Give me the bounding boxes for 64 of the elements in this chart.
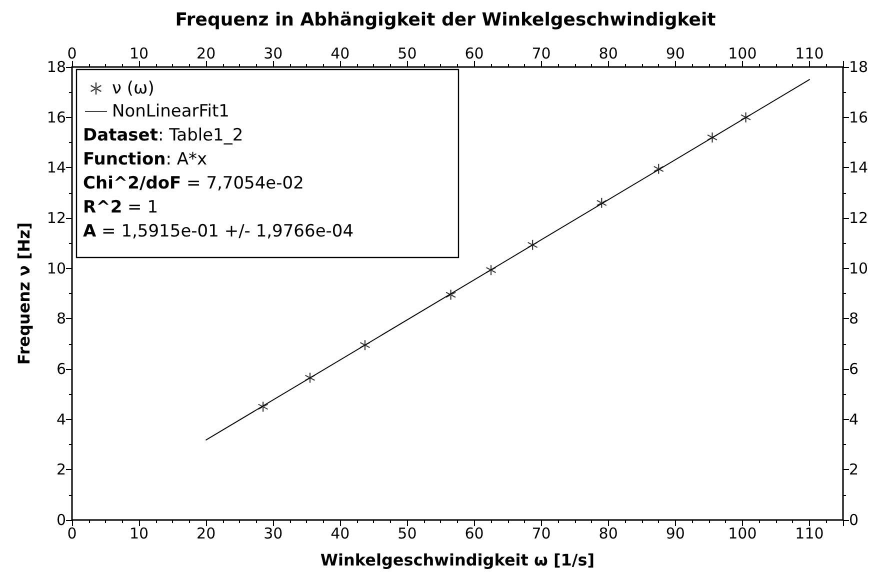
annotation: Chi^2/doF = 7,7054e-02 xyxy=(83,174,304,194)
x2-tick-label: 60 xyxy=(464,44,484,62)
x-tick-label: 0 xyxy=(67,524,77,542)
y-tick-label: 16 xyxy=(46,108,66,126)
x2-tick-label: 110 xyxy=(795,44,824,62)
y2-tick-label: 4 xyxy=(849,410,859,428)
point xyxy=(258,402,268,412)
y-tick-label: 12 xyxy=(46,209,66,227)
y2-tick-label: 0 xyxy=(849,511,859,529)
x-tick-label: 50 xyxy=(398,524,417,542)
y2-tick-label: 10 xyxy=(849,259,868,278)
x2-tick-label: 90 xyxy=(666,44,685,62)
x-tick-label: 10 xyxy=(129,524,149,542)
x-tick-label: 100 xyxy=(728,524,757,542)
annotation: R^2 = 1 xyxy=(83,198,158,218)
annotation: Dataset: Table1_2 xyxy=(83,126,244,146)
y-tick-label: 0 xyxy=(56,511,66,529)
y-axis-title: Frequenz ν [Hz] xyxy=(14,222,34,365)
x2-tick-label: 50 xyxy=(398,44,417,62)
y-tick-label: 14 xyxy=(46,158,66,177)
x2-tick-label: 100 xyxy=(728,44,757,62)
x-axis-title: Winkelgeschwindigkeit ω [1/s] xyxy=(320,550,595,570)
y-tick-label: 6 xyxy=(56,360,66,378)
x-tick-label: 80 xyxy=(598,524,618,542)
point xyxy=(360,340,370,350)
y-tick-label: 4 xyxy=(56,410,66,428)
legend-label: ν (ω) xyxy=(112,78,154,98)
x2-tick-label: 0 xyxy=(67,44,77,62)
point xyxy=(446,290,456,300)
y-tick-label: 18 xyxy=(46,58,66,76)
chart-title: Frequenz in Abhängigkeit der Winkelgeschwindigkeit xyxy=(175,10,716,30)
annotation: A = 1,5915e-01 +/- 1,9766e-04 xyxy=(83,222,354,242)
point xyxy=(596,198,607,208)
y2-tick-label: 2 xyxy=(849,460,859,479)
y2-tick-label: 14 xyxy=(849,158,868,177)
point xyxy=(305,372,316,383)
x-tick-label: 30 xyxy=(264,524,283,542)
y2-tick-label: 18 xyxy=(849,58,868,76)
y2-tick-label: 12 xyxy=(849,209,868,227)
x2-tick-label: 30 xyxy=(264,44,283,62)
x2-tick-label: 20 xyxy=(196,44,216,62)
x2-tick-label: 80 xyxy=(598,44,618,62)
point xyxy=(654,164,664,174)
y-tick-label: 2 xyxy=(56,460,66,479)
x-tick-label: 40 xyxy=(330,524,350,542)
y2-tick-label: 16 xyxy=(849,108,868,126)
point xyxy=(740,112,751,122)
x-tick-label: 90 xyxy=(666,524,685,542)
x-tick-label: 60 xyxy=(464,524,484,542)
point xyxy=(707,132,718,142)
annotation: Function: A*x xyxy=(83,150,208,170)
y2-tick-label: 8 xyxy=(849,310,859,328)
legend-label: NonLinearFit1 xyxy=(112,102,230,122)
x-tick-label: 110 xyxy=(795,524,824,542)
x2-tick-label: 40 xyxy=(330,44,350,62)
x-tick-label: 20 xyxy=(196,524,216,542)
point xyxy=(528,240,538,250)
point xyxy=(486,265,496,276)
x2-tick-label: 10 xyxy=(129,44,149,62)
y2-tick-label: 6 xyxy=(849,360,859,378)
x2-tick-label: 70 xyxy=(532,44,551,62)
y-tick-label: 8 xyxy=(56,310,66,328)
y-tick-label: 10 xyxy=(46,259,66,278)
x-tick-label: 70 xyxy=(532,524,551,542)
